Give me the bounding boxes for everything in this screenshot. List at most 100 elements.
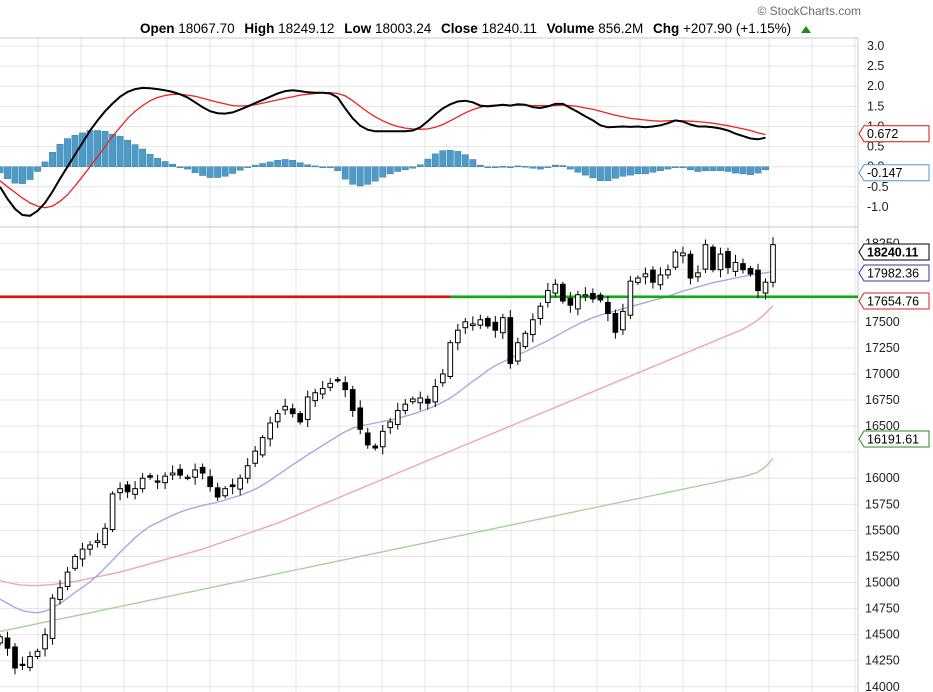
macd-histogram-bar [484,166,492,168]
candle-up [695,272,701,278]
macd-histogram-bar [56,143,64,167]
macd-histogram-bar [642,166,649,175]
candle-up [409,398,416,403]
candle-down [199,466,206,474]
candle-up [732,261,739,272]
macd-histogram-bar [94,130,101,167]
candle-down [492,321,499,331]
high-label: High [244,21,275,36]
candle-up [545,290,551,303]
macd-histogram-bar [0,166,4,173]
macd-histogram-bar [469,159,477,167]
candle-down [612,313,619,333]
macd-histogram-bar [116,135,124,167]
candle-down [560,283,566,302]
candle-down [740,263,746,271]
macd-histogram-bar [386,166,394,175]
candle-up [530,319,536,336]
macd-histogram-bar [229,166,237,174]
candle-up [27,656,33,668]
macd-histogram-bar [124,139,131,167]
macd-histogram-bar [589,166,597,179]
macd-histogram-bar [109,133,116,167]
macd-histogram-bar [169,164,177,167]
macd-histogram-bar [439,150,447,167]
macd-histogram-bar [26,166,34,180]
candle-down [687,253,694,279]
macd-histogram-bar [672,166,679,168]
candle-down [725,251,731,269]
macd-histogram-bar [762,166,769,171]
macd-histogram-bar [604,166,612,181]
macd-histogram-bar [521,166,529,168]
chart-header: © StockCharts.com Open 18067.70 High 182… [0,0,933,38]
candle-down [289,408,296,415]
price-tick-label: 16500 [865,419,900,433]
price-tick-label: 14750 [865,602,900,616]
macd-tick-label: 2.5 [867,59,884,73]
candle-up [522,332,529,347]
sma200-value-tag-box [858,430,930,448]
sma200-value-tag-label: 16191.61 [867,433,919,447]
candle-up [222,488,228,497]
low-label: Low [344,21,372,36]
candle-up [499,317,506,334]
macd-tick-label: 3.0 [867,39,884,53]
macd-histogram-bar [394,166,402,172]
macd-histogram-bar [146,154,154,167]
macd-histogram-bar [657,166,664,171]
macd-histogram-bar [694,166,702,172]
candle-down [154,480,161,483]
macd-histogram-bar [326,166,334,168]
candle-up [672,251,679,268]
macd-histogram-bar [627,166,634,176]
close-value-tag-label: 18240.11 [867,246,918,260]
candle-up [282,405,289,411]
candle-up [762,281,769,294]
macd-histogram-bar [596,166,604,181]
macd-panel [0,86,769,217]
candle-up [394,409,401,425]
up-arrow-icon [801,26,812,33]
candle-up [42,634,48,650]
candle-up [79,548,86,560]
histogram-value-tag-label: -0.147 [867,166,902,180]
price-tick-label: 15500 [865,523,900,537]
candle-up [439,373,446,384]
candle-up [469,323,476,327]
macd-histogram-bar [304,164,312,167]
macd-histogram-bar [649,166,657,173]
macd-histogram-bar [184,166,192,170]
grid-lines [0,37,859,692]
price-tick-label: 17500 [865,315,900,329]
candle-up [477,319,484,326]
candle-up [72,555,78,569]
macd-histogram-bar [409,166,417,169]
candle-up [192,469,198,478]
candle-up [379,430,386,448]
candle-up [680,252,686,257]
price-tick-label: 15750 [865,497,900,511]
candle-up [0,636,3,644]
macd-histogram-bar [709,166,717,171]
candle-down [710,246,716,271]
candle-down [12,646,18,669]
open-value: 18067.70 [178,21,235,36]
histogram-value-tag-box [858,164,930,182]
macd-histogram-bar [559,165,567,167]
macd-value-tag-box [858,125,930,143]
macd-histogram-bar [154,158,161,167]
macd-histogram-bar [506,166,514,168]
price-tick-label: 14500 [865,628,900,642]
macd-tick-label: 0.5 [867,140,884,154]
macd-histogram-bar [259,163,267,167]
close-value: 18240.11 [481,21,537,36]
chg-label: Chg [652,21,680,36]
candle-up [162,475,168,484]
macd-histogram-bar [371,166,379,182]
candle-up [432,385,439,403]
price-tick-label: 15000 [865,576,900,590]
macd-histogram-bar [274,160,282,167]
macd-histogram-bar [176,166,184,168]
